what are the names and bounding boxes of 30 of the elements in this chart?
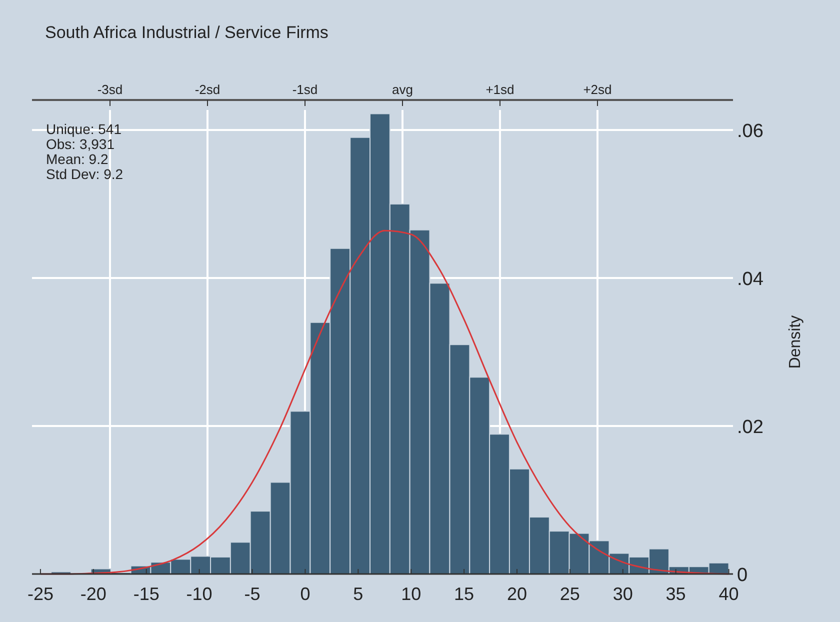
- x-tick-label: 5: [353, 584, 364, 604]
- x2-tick-label: +1sd: [486, 82, 514, 97]
- x-tick-label: 25: [560, 584, 580, 604]
- x2-tick-label: -2sd: [194, 82, 220, 97]
- chart-title: South Africa Industrial / Service Firms: [45, 23, 328, 42]
- x-tick-label: -25: [27, 584, 54, 604]
- x-tick-label: 35: [666, 584, 686, 604]
- x2-tick-label: -3sd: [97, 82, 123, 97]
- x2-tick-label: +2sd: [583, 82, 612, 97]
- annotation: Unique: 541: [46, 121, 122, 137]
- x-tick-label: 40: [718, 584, 739, 604]
- x2-tick-label: -1sd: [292, 82, 318, 97]
- y-tick-label: 0: [737, 565, 748, 586]
- x-tick-label: 20: [506, 584, 527, 604]
- x2-tick-label: avg: [392, 82, 413, 97]
- x-tick-label: -20: [80, 584, 106, 604]
- x-tick-label: -15: [133, 584, 160, 604]
- x-tick-label: 10: [401, 584, 422, 604]
- y-tick-label: .04: [737, 268, 764, 290]
- annotation: Std Dev: 9.2: [46, 166, 124, 182]
- x-tick-label: 30: [612, 584, 633, 604]
- x-tick-label: -5: [244, 584, 260, 604]
- y-tick-label: .02: [737, 416, 764, 438]
- x-tick-label: -10: [186, 584, 212, 604]
- x-tick-label: 0: [300, 584, 310, 604]
- y-axis-title: Density: [787, 315, 804, 369]
- annotation: Obs: 3,931: [46, 136, 115, 152]
- annotation: Mean: 9.2: [46, 151, 108, 167]
- y-tick-label: .06: [737, 120, 764, 142]
- x-tick-label: 15: [454, 584, 474, 604]
